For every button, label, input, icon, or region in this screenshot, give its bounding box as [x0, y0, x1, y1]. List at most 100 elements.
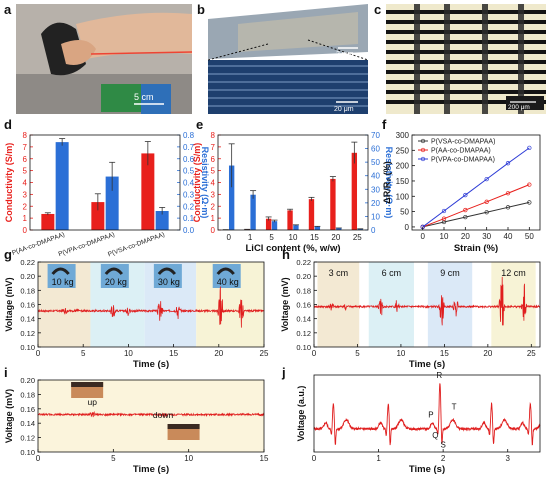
ytick-d-2: 2 — [23, 202, 28, 211]
panel-letter-e: e — [196, 117, 203, 132]
ytick-e-8: 8 — [211, 131, 216, 140]
ylabel-d: Conductivity (S/m) — [4, 143, 14, 223]
band-label-h-0: 3 cm — [329, 268, 349, 278]
xtick-g-5: 25 — [260, 349, 269, 358]
category-d-2: P(VSA-co-DMAPAA) — [107, 231, 166, 258]
panel-letter-i: i — [4, 365, 8, 380]
ytick-h-6: 0.22 — [296, 258, 311, 267]
category-e-4: 15 — [310, 233, 319, 242]
signal-trace-g — [37, 286, 265, 328]
ylabel-g: Voltage (mV) — [4, 277, 14, 331]
plot-frame-f — [411, 134, 541, 231]
hand — [61, 40, 96, 65]
xlabel-f: Strain (%) — [454, 243, 498, 254]
legend-f-1: P(AA-co-DMAPAA) — [431, 148, 491, 155]
blue-sheet — [141, 84, 171, 114]
y2tick-d-1: 0.1 — [183, 214, 195, 223]
xlabel-h: Time (s) — [409, 359, 445, 370]
ytick-f-1: 50 — [400, 208, 409, 217]
bar-e-left-3 — [287, 210, 293, 230]
legend-f-0: P(VSA-co-DMAPAA) — [431, 139, 495, 146]
panel-letter-a: a — [4, 2, 12, 17]
series-line-f-0 — [422, 201, 530, 228]
ytick-f-0: 0 — [405, 223, 410, 232]
xtick-g-1: 5 — [81, 349, 86, 358]
band-label-h-3: 12 cm — [501, 268, 526, 278]
xtick-j-3: 3 — [505, 454, 510, 463]
xtick-j-1: 1 — [376, 454, 381, 463]
photo-sem-scene: 2 mm 20 μm — [208, 4, 368, 114]
ytick-g-5: 0.20 — [20, 272, 35, 281]
xtick-f-3: 30 — [482, 232, 491, 241]
panel-letter-b: b — [197, 2, 205, 17]
xtick-i-3: 15 — [260, 454, 269, 463]
plot-frame-j — [313, 374, 541, 453]
xtick-g-4: 20 — [214, 349, 223, 358]
ytick-d-7: 7 — [23, 143, 28, 152]
photo-sem-fabric: 2 mm 20 μm — [208, 4, 368, 114]
ytick-i-3: 0.16 — [20, 405, 35, 414]
ylabel-i: Voltage (mV) — [4, 389, 14, 443]
xtick-i-2: 10 — [184, 454, 193, 463]
panel-letter-f: f — [382, 117, 387, 132]
point-f-1-5 — [527, 182, 532, 187]
xtick-h-3: 15 — [440, 349, 449, 358]
ytick-i-0: 0.10 — [20, 448, 35, 457]
sensor-wire — [90, 51, 192, 55]
xtick-h-2: 10 — [396, 349, 405, 358]
ytick-f-4: 200 — [396, 162, 410, 171]
chart-f: P(VSA-co-DMAPAA) P(AA-co-DMAPAA) P(VPA-co-… — [382, 131, 534, 254]
y2label-e: Resistivity (Ω·m) — [384, 147, 394, 219]
scale-bar-b-bottom: 20 μm — [334, 106, 354, 113]
chart-h: 3 cm 6 cm 9 cm 12 cm 0 5 10 15 20 25 0.10 0.12 0.14 0… — [280, 258, 541, 370]
xtick-g-0: 0 — [36, 349, 41, 358]
bar-d-left-0 — [41, 213, 55, 230]
y2tick-d-7: 0.7 — [183, 143, 195, 152]
bar-e-left-2 — [265, 218, 272, 230]
ytick-f-6: 300 — [396, 131, 410, 140]
point-f-1-3 — [484, 199, 489, 204]
ytick-h-2: 0.14 — [296, 315, 311, 324]
ecg-trace — [313, 383, 541, 446]
panel-letter-j: j — [281, 365, 286, 380]
ytick-h-5: 0.20 — [296, 272, 311, 281]
y2tick-d-5: 0.5 — [183, 167, 195, 176]
xlabel-g: Time (s) — [133, 359, 169, 370]
y2tick-d-8: 0.8 — [183, 131, 195, 140]
xtick-f-0: 0 — [420, 232, 425, 241]
y2tick-e-7: 70 — [371, 131, 380, 140]
ytick-d-6: 6 — [23, 155, 28, 164]
point-f-0-3 — [484, 210, 489, 215]
y2tick-e-6: 60 — [371, 145, 380, 154]
ylabel-f: ΔR/R₀ (%) — [382, 161, 392, 204]
point-f-1-4 — [505, 191, 511, 196]
ytick-g-2: 0.14 — [20, 315, 35, 324]
xtick-g-3: 15 — [169, 349, 178, 358]
band-label-g-1: 20 kg — [105, 277, 127, 287]
xlabel-j: Time (s) — [409, 464, 445, 475]
category-e-6: 25 — [353, 233, 362, 242]
category-e-3: 10 — [289, 233, 298, 242]
xtick-f-1: 10 — [440, 232, 449, 241]
bar-e-right-6 — [357, 228, 363, 230]
bar-e-left-4 — [308, 199, 315, 230]
grip-icon-0 — [51, 267, 70, 275]
xtick-h-5: 25 — [527, 349, 536, 358]
ytick-d-3: 3 — [23, 190, 28, 199]
xtick-j-0: 0 — [312, 454, 317, 463]
ytick-h-3: 0.16 — [296, 301, 311, 310]
ytick-i-1: 0.12 — [20, 434, 35, 443]
photo-grip-sensor: 5 cm — [16, 4, 192, 114]
bar-e-right-1 — [250, 194, 256, 230]
plot-frame-g — [37, 261, 265, 348]
panel-letter-h: h — [282, 247, 290, 262]
ytick-f-5: 250 — [396, 146, 410, 155]
legend-f-2: P(VPA-co-DMAPAA) — [431, 157, 495, 164]
ytick-d-4: 4 — [23, 179, 28, 188]
wave-label-Q: Q — [432, 431, 438, 440]
plot-frame-h — [313, 261, 541, 348]
ytick-g-3: 0.16 — [20, 301, 35, 310]
grip-icon-1 — [104, 267, 124, 275]
y2tick-e-5: 50 — [371, 158, 380, 167]
